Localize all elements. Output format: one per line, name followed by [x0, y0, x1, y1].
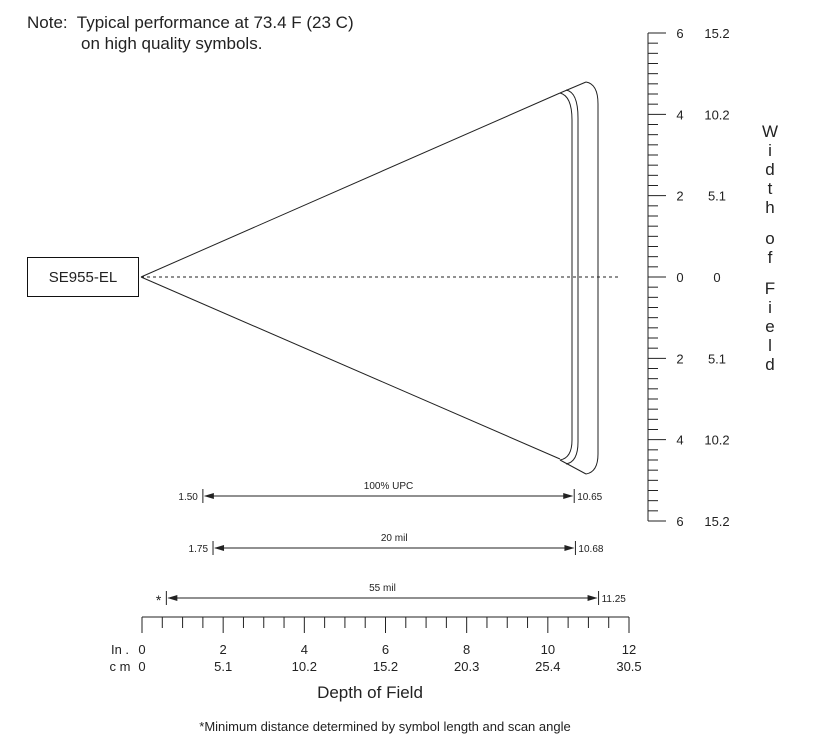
range-min-label: *	[156, 592, 162, 608]
depth-inch-label: 2	[220, 642, 227, 657]
width-of-field-letter: o	[765, 229, 775, 248]
width-of-field-letter: t	[767, 179, 773, 198]
note: Note: Typical performance at 73.4 F (23 …	[27, 12, 354, 54]
range-max-label: 10.68	[578, 544, 603, 555]
zone-upper-edge	[140, 92, 561, 278]
width-inch-label: 0	[676, 270, 683, 285]
decode-zone	[140, 81, 599, 475]
width-of-field-letter: l	[768, 336, 772, 355]
range-arrowhead-right	[587, 595, 598, 601]
width-of-field-letter: W	[761, 122, 779, 141]
width-cm-label: 10.2	[704, 107, 729, 122]
width-axis: 6 4 2 0 2 4 6 15.2 10.2 5.1 0 5.1 10.2 15.2	[647, 26, 730, 529]
depth-inch-label: 10	[541, 642, 555, 657]
depth-inch-label: 8	[463, 642, 470, 657]
range-arrowhead-left	[214, 545, 225, 551]
footnote: *Minimum distance determined by symbol l…	[199, 719, 571, 734]
width-cm-label: 0	[713, 270, 720, 285]
width-of-field-letter: F	[764, 279, 776, 298]
zone-end-20mil	[565, 89, 579, 465]
range-max-label: 10.65	[577, 492, 602, 503]
range-name-label: 20 mil	[381, 533, 408, 544]
width-inch-label: 2	[676, 351, 683, 366]
range-arrowhead-right	[563, 493, 574, 499]
width-cm-label: 10.2	[704, 433, 729, 448]
range-min-label: 1.75	[189, 544, 209, 555]
zone-end-100upc	[559, 92, 573, 461]
width-of-field-letter: i	[768, 298, 772, 317]
zone-lower-edge	[140, 276, 561, 460]
depth-unit-in: In .	[111, 642, 129, 657]
depth-inch-label: 6	[382, 642, 389, 657]
depth-inch-label: 0	[138, 642, 145, 657]
scanner-label: SE955-EL	[48, 268, 118, 286]
range-max-label: 11.25	[602, 594, 627, 605]
depth-inch-label: 4	[301, 642, 308, 657]
width-inch-label: 4	[676, 433, 683, 448]
zone-end-upper-cap	[559, 81, 587, 94]
range-arrowhead-left	[167, 595, 178, 601]
depth-cm-label: 5.1	[214, 659, 232, 674]
width-cm-label: 5.1	[708, 189, 726, 204]
width-inch-label: 6	[676, 26, 683, 41]
range-arrowhead-right	[564, 545, 575, 551]
depth-cm-label: 30.5	[616, 659, 641, 674]
width-cm-label: 15.2	[704, 514, 729, 529]
range-min-label: 1.50	[178, 492, 198, 503]
range-arrows: 1.50 10.65 100% UPC 1.75 10.68 20 mil * 11.25 55…	[156, 481, 626, 608]
scanner-box: SE955-EL	[27, 257, 139, 297]
depth-cm-label: 15.2	[373, 659, 398, 674]
width-cm-label: 15.2	[704, 26, 729, 41]
zone-end-lower-cap	[559, 459, 587, 475]
width-inch-label: 6	[676, 514, 683, 529]
note-line-2: on high quality symbols.	[81, 34, 263, 53]
range-name-label: 55 mil	[369, 583, 396, 594]
width-of-field-letter: d	[765, 355, 775, 374]
range-arrowhead-left	[203, 493, 214, 499]
depth-cm-label: 20.3	[454, 659, 479, 674]
depth-axis-title: Depth of Field	[317, 683, 423, 702]
depth-cm-label: 10.2	[292, 659, 317, 674]
width-of-field-letter: i	[768, 141, 772, 160]
width-of-field-letter: e	[765, 317, 775, 336]
width-inch-label: 4	[676, 107, 683, 122]
width-cm-label: 5.1	[708, 351, 726, 366]
width-of-field-letter: h	[765, 198, 775, 217]
width-inch-label: 2	[676, 189, 683, 204]
zone-end-55mil	[585, 81, 599, 475]
note-line-1: Note: Typical performance at 73.4 F (23 …	[27, 13, 354, 32]
width-of-field-letter: f	[767, 248, 773, 267]
depth-cm-label: 0	[138, 659, 145, 674]
depth-cm-label: 25.4	[535, 659, 560, 674]
depth-inch-label: 12	[622, 642, 636, 657]
width-of-field-letter: d	[765, 160, 775, 179]
depth-unit-cm: c m	[110, 659, 131, 674]
range-name-label: 100% UPC	[364, 481, 413, 492]
depth-axis: In . c m 0 2 4 6 8 10 12 0 5.1 10.2 15.2 20.3 25.4 30.5	[110, 616, 642, 674]
